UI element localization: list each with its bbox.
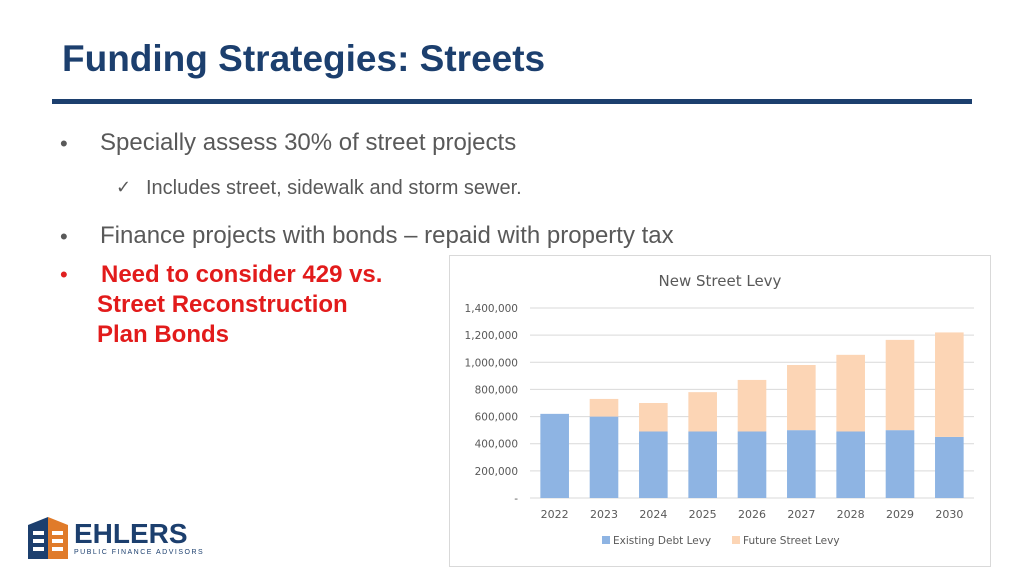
ehlers-building-logo-icon bbox=[28, 517, 68, 559]
bar-segment bbox=[540, 413, 569, 498]
x-tick-label: 2030 bbox=[935, 508, 963, 521]
x-tick-label: 2022 bbox=[541, 508, 569, 521]
bar-segment bbox=[787, 430, 816, 498]
x-tick-label: 2025 bbox=[689, 508, 717, 521]
bar-segment bbox=[639, 431, 668, 498]
ehlers-logo: EHLERS PUBLIC FINANCE ADVISORS bbox=[26, 515, 203, 561]
checkmark-icon: ✓ bbox=[116, 177, 132, 197]
bar-segment bbox=[885, 430, 915, 498]
bar-segment bbox=[935, 436, 964, 498]
bullet-marker: • bbox=[60, 224, 68, 249]
logo-wordmark: EHLERS bbox=[74, 518, 188, 549]
x-tick-label: 2026 bbox=[738, 508, 766, 521]
bar-segment bbox=[836, 354, 865, 432]
y-tick-label: 200,000 bbox=[475, 466, 518, 478]
x-tick-label: 2024 bbox=[639, 508, 667, 521]
bullet-marker: • bbox=[60, 131, 68, 156]
legend-label: Future Street Levy bbox=[743, 535, 840, 547]
legend-swatch bbox=[602, 536, 610, 544]
bar-segment bbox=[836, 431, 865, 498]
y-tick-label: 800,000 bbox=[475, 384, 518, 396]
x-tick-label: 2028 bbox=[837, 508, 865, 521]
bar-segment bbox=[589, 416, 619, 498]
bar-segment bbox=[885, 339, 915, 431]
y-tick-label: 400,000 bbox=[475, 439, 518, 451]
legend-swatch bbox=[732, 536, 740, 544]
bar-segment bbox=[688, 431, 717, 498]
x-tick-label: 2029 bbox=[886, 508, 914, 521]
bar-segment bbox=[787, 365, 816, 431]
legend-label: Existing Debt Levy bbox=[613, 535, 711, 547]
bar-segment bbox=[639, 403, 668, 432]
bullet-finance: Finance projects with bonds – repaid wit… bbox=[100, 222, 674, 249]
chart-panel: New Street Levy - 200,000 400,000 600,000 800… bbox=[449, 255, 991, 567]
slide-title: Funding Strategies: Streets bbox=[62, 38, 546, 79]
bullet-assess: Specially assess 30% of street projects bbox=[100, 129, 517, 156]
y-tick-label: 1,400,000 bbox=[465, 303, 518, 315]
sub-bullet-includes: Includes street, sidewalk and storm sewe… bbox=[146, 177, 522, 199]
bar-segment bbox=[589, 398, 619, 417]
bar-segment bbox=[737, 379, 767, 432]
bar-segment bbox=[688, 392, 717, 432]
bullet-marker: • bbox=[60, 262, 68, 287]
bar-segment bbox=[935, 332, 964, 437]
x-tick-label: 2023 bbox=[590, 508, 618, 521]
chart-title: New Street Levy bbox=[659, 272, 782, 290]
title-divider bbox=[52, 99, 972, 104]
new-street-levy-chart: New Street Levy - 200,000 400,000 600,000 800… bbox=[465, 272, 974, 547]
bar-segment bbox=[737, 431, 767, 498]
bullet-consider-line3: Plan Bonds bbox=[97, 321, 230, 348]
bullet-consider: Need to consider 429 vs. bbox=[101, 261, 383, 288]
y-tick-label: - bbox=[514, 493, 518, 505]
bullet-consider-line2: Street Reconstruction bbox=[97, 291, 348, 318]
y-tick-label: 1,000,000 bbox=[465, 357, 518, 369]
y-tick-label: 1,200,000 bbox=[465, 330, 518, 342]
x-tick-label: 2027 bbox=[787, 508, 815, 521]
y-tick-label: 600,000 bbox=[475, 412, 518, 424]
logo-tagline: PUBLIC FINANCE ADVISORS bbox=[74, 549, 205, 556]
